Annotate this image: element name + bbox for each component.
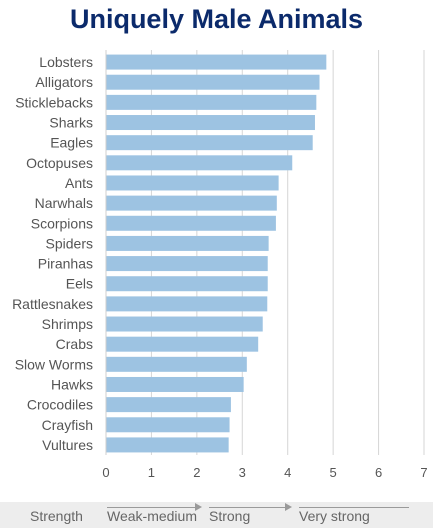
category-label: Shrimps <box>42 316 93 332</box>
category-label: Scorpions <box>31 215 93 231</box>
x-tick-label: 7 <box>420 465 427 480</box>
strength-arrow-1-icon <box>195 503 202 511</box>
category-label: Sharks <box>49 115 93 131</box>
x-tick-label: 6 <box>375 465 382 480</box>
bar-alligators <box>106 74 320 90</box>
x-tick-label: 5 <box>330 465 337 480</box>
strength-level-weak-medium: Weak-medium <box>107 508 197 524</box>
category-label: Octopuses <box>26 155 93 171</box>
strength-label: Strength <box>30 508 83 524</box>
bar-scorpions <box>106 215 276 231</box>
strength-scale-line-3 <box>299 507 409 508</box>
bar-octopuses <box>106 155 293 171</box>
strength-scale-line-1 <box>107 507 195 508</box>
bar-shrimps <box>106 316 263 332</box>
category-label: Crabs <box>56 336 93 352</box>
chart-title: Uniquely Male Animals <box>69 4 364 34</box>
category-label: Crocodiles <box>27 397 93 413</box>
bar-sticklebacks <box>106 94 317 110</box>
bar-chart: 0 1 2 3 4 5 6 7 Lobsters Alligators Sticklebacks Sh… <box>12 50 428 480</box>
category-label: Hawks <box>51 376 93 392</box>
category-label: Vultures <box>42 437 93 453</box>
category-label: Spiders <box>46 235 93 251</box>
strength-arrow-2-icon <box>285 503 292 511</box>
category-label: Slow Worms <box>15 356 93 372</box>
category-label: Eels <box>66 276 93 292</box>
bar-lobsters <box>106 54 327 70</box>
category-label: Ants <box>65 175 93 191</box>
strength-level-very-strong: Very strong <box>299 508 370 524</box>
strength-scale-line-2 <box>209 507 285 508</box>
strength-legend: Strength Weak-medium Strong Very strong <box>0 502 433 528</box>
category-label: Alligators <box>35 74 93 90</box>
category-label: Sticklebacks <box>15 94 93 110</box>
category-label: Rattlesnakes <box>12 296 93 312</box>
x-tick-label: 4 <box>284 465 291 480</box>
bar-slow-worms <box>106 356 247 372</box>
category-label: Narwhals <box>35 195 93 211</box>
category-label: Piranhas <box>38 256 93 272</box>
bar-hawks <box>106 376 244 392</box>
category-label: Crayfish <box>42 417 93 433</box>
strength-level-strong: Strong <box>209 508 251 524</box>
bar-eagles <box>106 135 313 151</box>
x-tick-label: 3 <box>239 465 246 480</box>
bar-ants <box>106 175 279 191</box>
bar-crocodiles <box>106 397 231 413</box>
bar-sharks <box>106 115 315 131</box>
category-label: Eagles <box>50 135 93 151</box>
bar-crayfish <box>106 417 230 433</box>
bar-piranhas <box>106 256 268 272</box>
x-tick-label: 0 <box>102 465 109 480</box>
bar-spiders <box>106 235 269 251</box>
x-tick-label: 2 <box>193 465 200 480</box>
bar-crabs <box>106 336 259 352</box>
x-tick-label: 1 <box>148 465 155 480</box>
category-label: Lobsters <box>39 54 93 70</box>
bar-vultures <box>106 437 229 453</box>
bar-rattlesnakes <box>106 296 268 312</box>
bar-narwhals <box>106 195 277 211</box>
bar-eels <box>106 276 268 292</box>
